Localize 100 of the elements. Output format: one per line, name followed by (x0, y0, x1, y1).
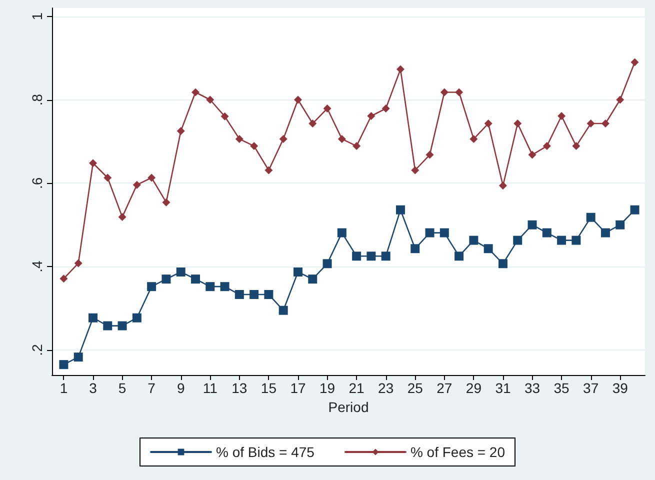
point (572, 142, 580, 150)
point (132, 180, 141, 189)
point (190, 274, 200, 284)
point (572, 236, 581, 245)
point (250, 290, 259, 300)
point (616, 96, 624, 104)
point (410, 244, 420, 254)
point (132, 313, 142, 322)
point (425, 228, 434, 238)
point (382, 104, 390, 113)
point (88, 313, 98, 322)
point (440, 228, 449, 238)
legend-label: % of Bids = 475 (216, 444, 315, 460)
x-tick-label: 31 (495, 380, 511, 396)
y-tick-label: .6 (29, 177, 45, 190)
x-tick-label: 15 (260, 380, 277, 396)
x-tick-label: 25 (407, 380, 424, 396)
point (630, 58, 639, 66)
point (308, 274, 318, 284)
point (513, 236, 522, 245)
point (542, 228, 552, 238)
point (104, 174, 112, 182)
point (293, 267, 302, 276)
point (352, 142, 361, 150)
point (484, 244, 493, 254)
point (74, 259, 82, 268)
point (250, 142, 258, 150)
x-tick-label: 39 (612, 380, 628, 396)
y-tick-label: .2 (29, 344, 45, 356)
point (206, 96, 214, 104)
point (308, 120, 317, 128)
point (264, 290, 274, 300)
x-tick-label: 11 (202, 380, 218, 396)
x-tick-label: 7 (148, 380, 156, 396)
x-tick-label: 35 (554, 380, 570, 396)
point (60, 274, 68, 283)
x-tick-label: 9 (176, 380, 185, 396)
point (176, 267, 186, 276)
point (514, 120, 522, 128)
point (630, 205, 640, 214)
point (498, 259, 508, 268)
point (162, 274, 171, 284)
point (234, 290, 244, 300)
point (323, 104, 332, 113)
y-tick-label: .4 (29, 260, 45, 272)
point (528, 220, 537, 230)
point (586, 120, 595, 128)
x-tick-label: 23 (378, 380, 394, 396)
point (220, 282, 230, 292)
point (396, 65, 404, 74)
point (557, 236, 566, 245)
legend-label: % of Fees = 20 (410, 444, 506, 460)
point (148, 174, 156, 182)
point (264, 166, 273, 174)
point (59, 360, 68, 370)
point (279, 134, 288, 143)
y-tick-label: .8 (29, 94, 45, 106)
y-tick-label: 1 (29, 12, 45, 20)
point (338, 134, 346, 143)
point (616, 220, 625, 230)
point (455, 88, 464, 96)
point (542, 142, 551, 150)
point (235, 134, 244, 143)
point (454, 252, 464, 261)
point (176, 127, 185, 136)
point (484, 120, 492, 128)
point (352, 252, 362, 261)
point (528, 150, 536, 159)
x-tick-label: 37 (583, 380, 599, 396)
x-tick-label: 17 (290, 380, 306, 396)
point (411, 166, 420, 174)
x-tick-label: 19 (319, 380, 336, 396)
point (440, 88, 448, 96)
point (118, 212, 126, 221)
point (469, 236, 478, 245)
point (322, 259, 332, 268)
x-tick-label: 27 (436, 380, 452, 396)
point (381, 252, 390, 261)
point (278, 306, 288, 315)
point (337, 228, 346, 238)
point (206, 282, 215, 292)
point (558, 112, 566, 120)
point (191, 88, 200, 96)
x-tick-label: 3 (89, 380, 98, 396)
x-tick-label: 33 (524, 380, 540, 396)
x-tick-label: 21 (348, 380, 365, 396)
x-axis-title: Period (328, 398, 369, 415)
point (88, 159, 97, 168)
point (366, 252, 376, 261)
point (162, 198, 170, 206)
point (147, 282, 156, 292)
point (498, 182, 507, 190)
point (220, 112, 229, 120)
point (367, 112, 376, 120)
point (294, 96, 302, 104)
point (601, 120, 610, 128)
x-tick-label: 13 (232, 380, 248, 396)
x-tick-label: 5 (118, 380, 126, 396)
point (426, 150, 434, 159)
point (396, 205, 405, 214)
